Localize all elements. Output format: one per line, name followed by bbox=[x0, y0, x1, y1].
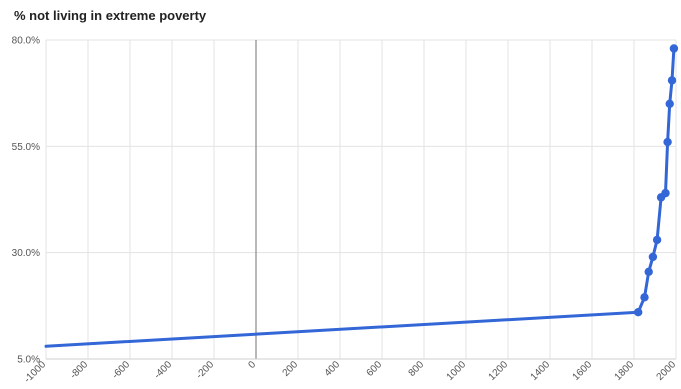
x-tick-label: 600 bbox=[365, 359, 385, 379]
data-point bbox=[640, 293, 649, 302]
data-point bbox=[663, 137, 672, 147]
data-point bbox=[665, 99, 674, 109]
x-tick-label: 1200 bbox=[487, 359, 511, 383]
x-tick-label: -800 bbox=[68, 359, 90, 381]
grid-layer bbox=[45, 39, 677, 360]
y-tick-label: 5.0% bbox=[17, 355, 40, 366]
x-tick-label: -400 bbox=[152, 359, 174, 381]
x-tick-label: 400 bbox=[323, 359, 343, 379]
y-tick-label: 30.0% bbox=[12, 248, 40, 259]
x-tick-label: 1400 bbox=[529, 359, 553, 383]
x-tick-label: -200 bbox=[194, 359, 216, 381]
y-tick-label: 80.0% bbox=[12, 36, 40, 47]
data-point bbox=[667, 76, 677, 85]
data-point bbox=[634, 308, 643, 317]
x-tick-label: 1800 bbox=[613, 359, 637, 383]
axis-layer bbox=[46, 40, 676, 360]
data-point bbox=[648, 252, 658, 262]
x-tick-label: 200 bbox=[281, 359, 301, 379]
data-point bbox=[661, 188, 670, 198]
x-tick-label: 2000 bbox=[655, 359, 679, 383]
series-line bbox=[44, 47, 676, 348]
data-point bbox=[669, 44, 679, 53]
x-tick-label: -600 bbox=[110, 359, 132, 381]
x-tick-label: 1600 bbox=[571, 359, 595, 383]
x-tick-label: 1000 bbox=[445, 359, 469, 383]
label-layer: 5.0%30.0%55.0%80.0%-1000 -800 -600 -400 -200… bbox=[12, 36, 679, 386]
chart-title: % not living in extreme poverty bbox=[14, 8, 207, 23]
data-point bbox=[644, 267, 653, 277]
x-tick-label: 0 bbox=[246, 359, 258, 371]
y-tick-label: 55.0% bbox=[12, 142, 40, 153]
x-tick-label: 800 bbox=[407, 359, 427, 379]
data-point bbox=[652, 235, 662, 245]
series-layer bbox=[44, 44, 679, 348]
